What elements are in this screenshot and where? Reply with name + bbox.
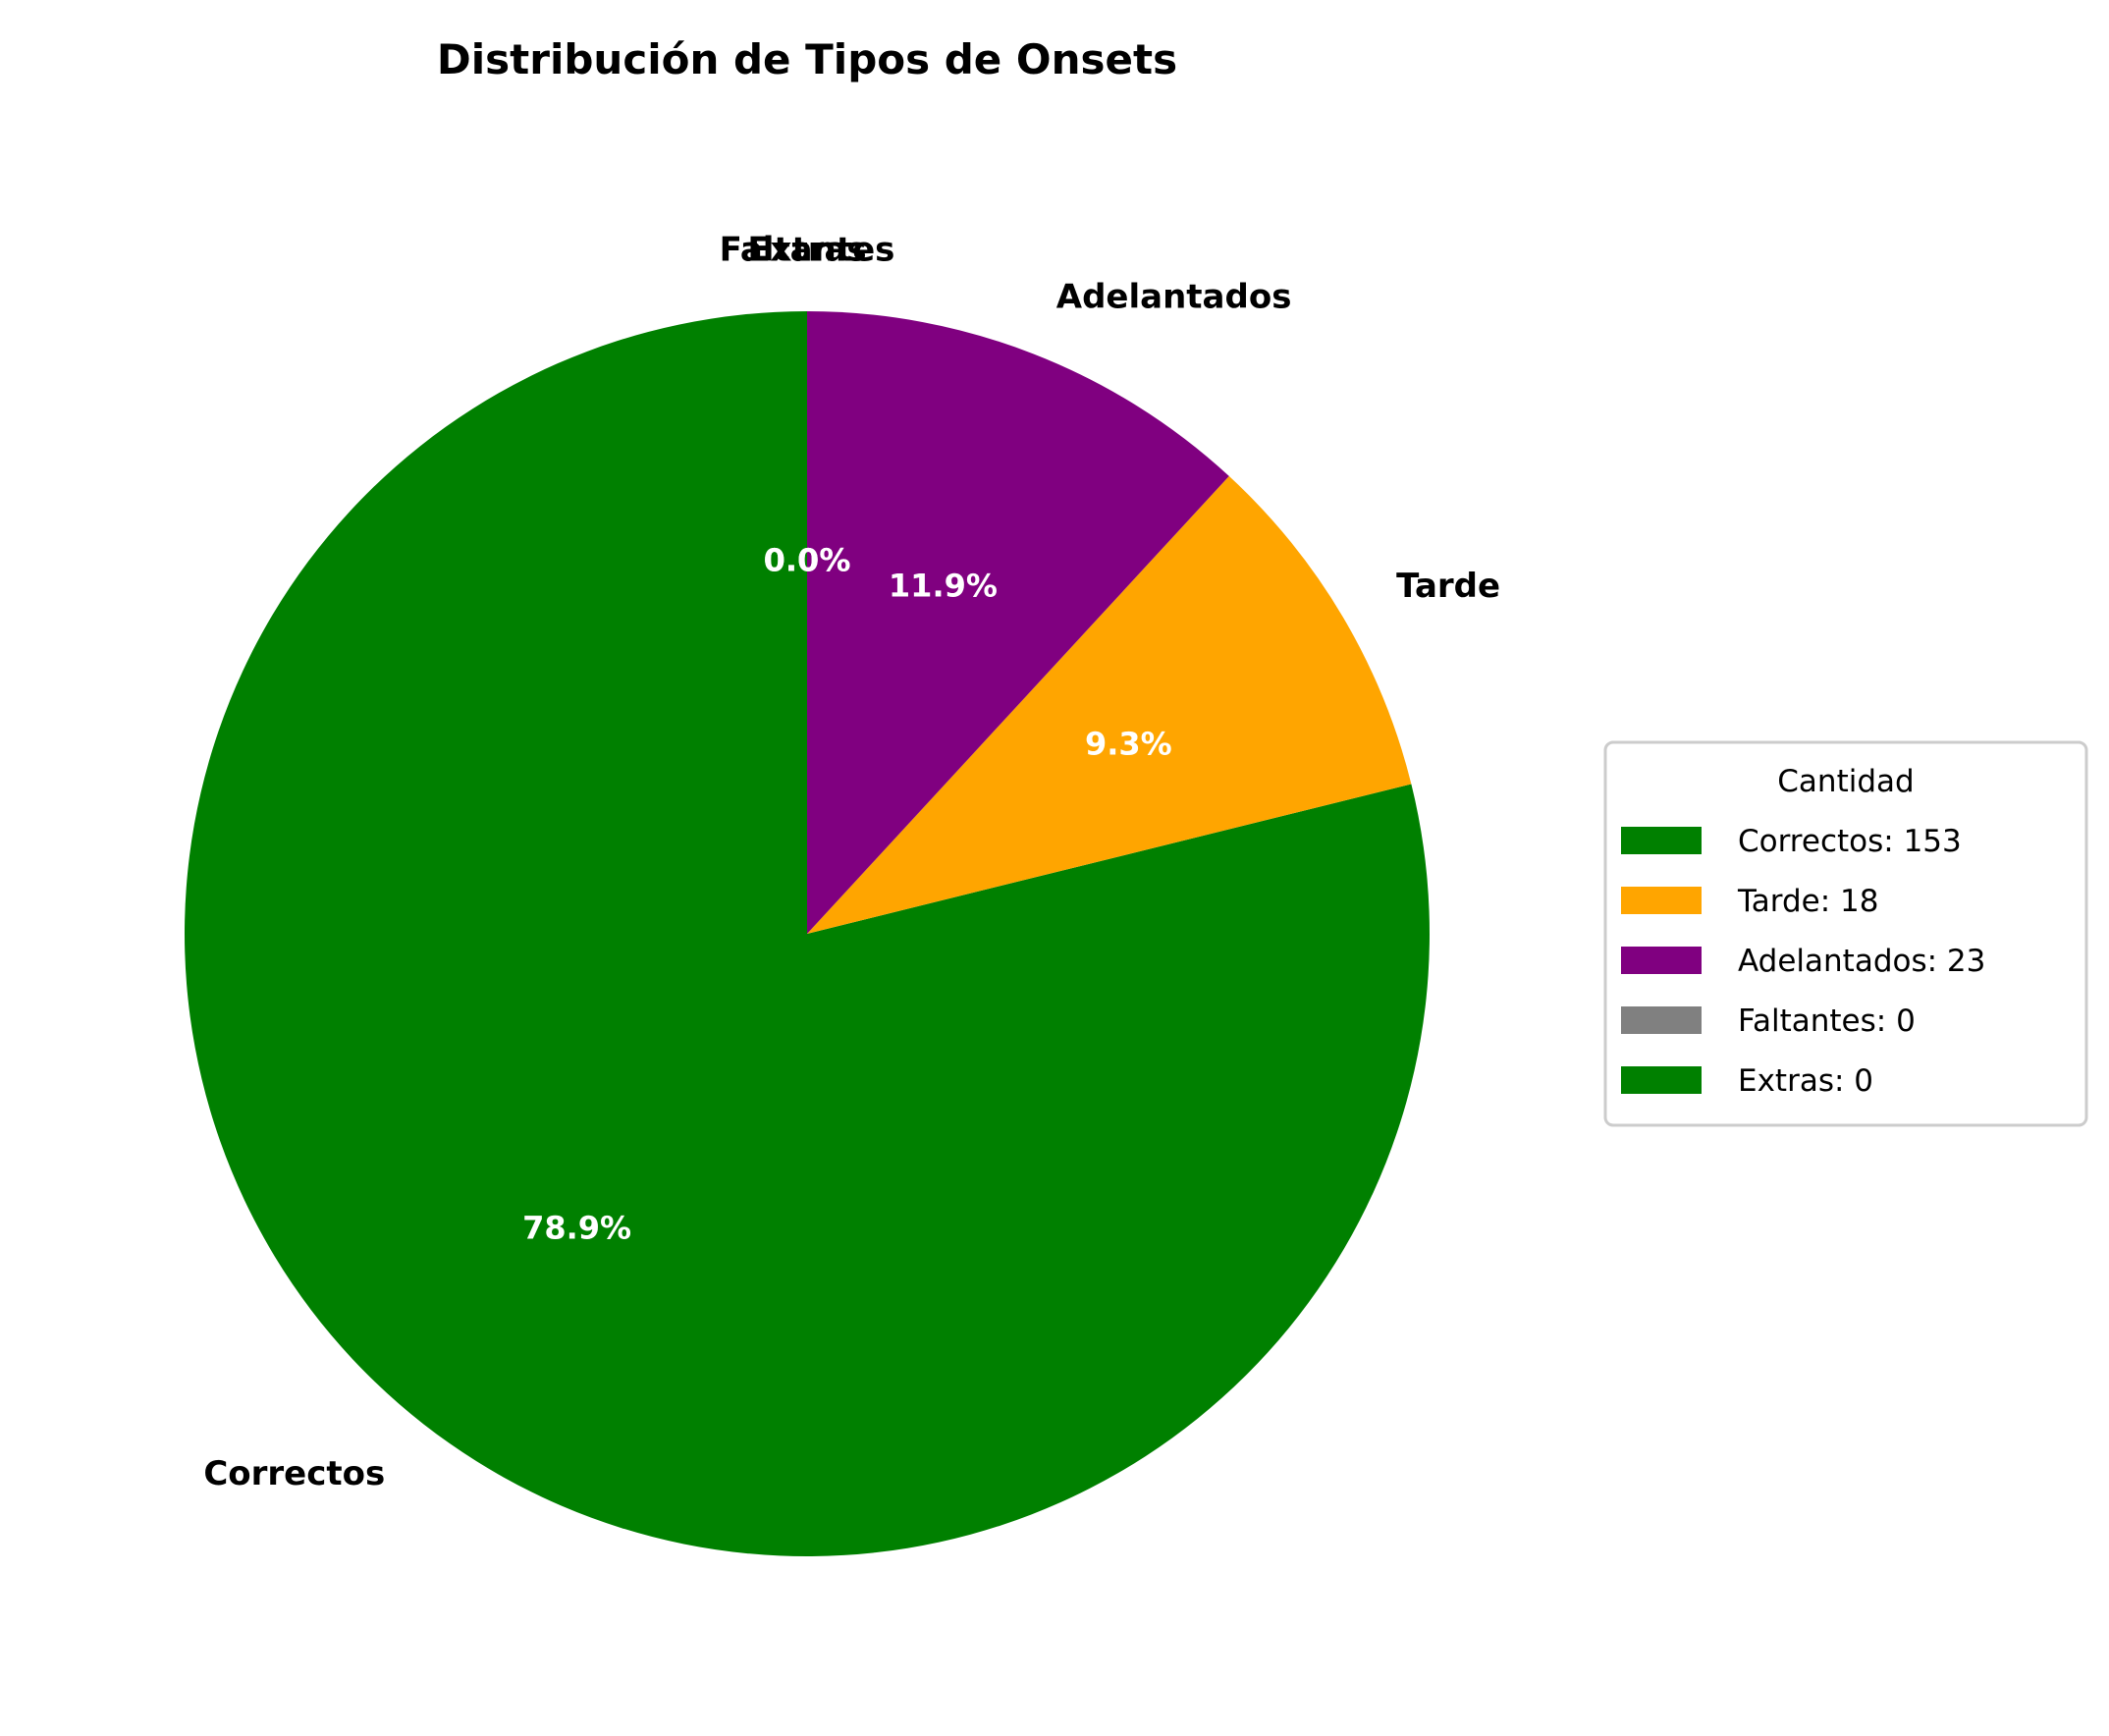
legend-title: Cantidad bbox=[1777, 764, 1914, 799]
legend-label-adelantados: Adelantados: 23 bbox=[1738, 944, 1985, 979]
legend-swatch-extras bbox=[1621, 1066, 1702, 1094]
pie-slice-correctos bbox=[184, 311, 1430, 1556]
pie-slice-adelantados bbox=[807, 311, 1229, 934]
legend-swatch-faltantes bbox=[1621, 1006, 1702, 1034]
pie-slice-tarde bbox=[807, 475, 1412, 934]
pct-label-extras: 0.0% bbox=[764, 542, 851, 579]
legend-items: Correctos: 153 Tarde: 18 Adelantados: 23 Fa… bbox=[1621, 824, 1985, 1099]
chart-title: Distribución de Tipos de Onsets bbox=[437, 35, 1177, 83]
percentage-labels: 78.9%9.3%11.9%0.0%0.0% bbox=[522, 542, 1172, 1247]
slice-label-tarde: Tarde bbox=[1396, 567, 1500, 606]
legend: Cantidad Correctos: 153 Tarde: 18 Adelanta… bbox=[1603, 740, 2088, 1127]
slice-label-extras: Extras bbox=[747, 231, 866, 270]
pie-slices bbox=[184, 311, 1430, 1556]
legend-swatch-adelantados bbox=[1621, 947, 1702, 974]
pct-label-adelantados: 11.9% bbox=[889, 568, 998, 605]
slice-label-adelantados: Adelantados bbox=[1056, 277, 1292, 316]
pct-label-tarde: 9.3% bbox=[1085, 725, 1172, 762]
pct-label-correctos: 78.9% bbox=[522, 1210, 631, 1247]
legend-label-extras: Extras: 0 bbox=[1738, 1063, 1873, 1099]
legend-swatch-correctos bbox=[1621, 827, 1702, 854]
legend-swatch-tarde bbox=[1621, 887, 1702, 914]
legend-label-correctos: Correctos: 153 bbox=[1738, 824, 1962, 859]
slice-label-faltantes: Faltantes bbox=[720, 231, 895, 270]
slice-label-correctos: Correctos bbox=[203, 1454, 385, 1493]
legend-label-faltantes: Faltantes: 0 bbox=[1738, 1004, 1916, 1039]
pct-label-faltantes: 0.0% bbox=[764, 542, 851, 579]
legend-frame bbox=[1603, 740, 2088, 1127]
legend-label-tarde: Tarde: 18 bbox=[1737, 884, 1879, 919]
